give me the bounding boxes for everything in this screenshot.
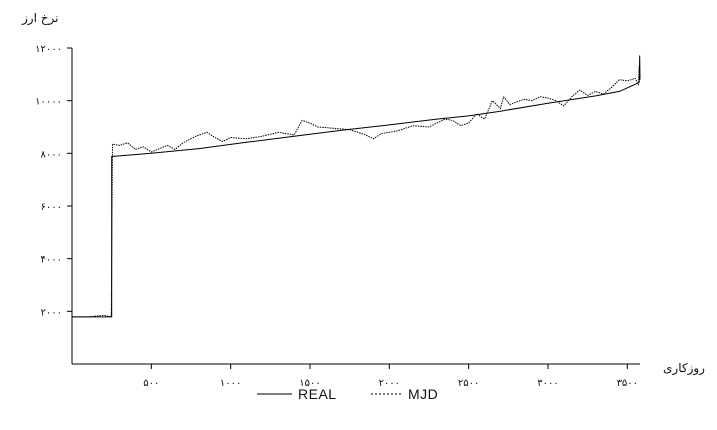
legend-label-mjd: MJD — [408, 386, 438, 402]
x-tick-label: ۳۰۰۰ — [537, 378, 558, 389]
y-tick-label: ۴۰۰۰ — [41, 255, 62, 266]
legend: REAL MJD — [257, 386, 438, 402]
y-axis-title: نرخ ارز — [21, 11, 58, 26]
legend-label-real: REAL — [298, 386, 337, 402]
x-axis-ticks: ۵۰۰ ۱۰۰۰ ۱۵۰۰ ۲۰۰۰ ۲۵۰۰ ۳۰۰۰ ۳۵۰۰ — [143, 364, 638, 389]
series-layer — [72, 55, 641, 318]
x-tick-label: ۲۰۰۰ — [379, 378, 400, 389]
series-line-real — [72, 55, 641, 318]
x-tick-label: ۱۵۰۰ — [299, 378, 320, 389]
y-axis-ticks: ۲۰۰۰ ۴۰۰۰ ۶۰۰۰ ۸۰۰۰ ۱۰۰۰۰ ۱۲۰۰۰ — [35, 44, 72, 318]
y-tick-label: ۱۰۰۰۰ — [35, 97, 62, 108]
x-axis-title: روزکاری — [663, 361, 705, 376]
series-line-mjd — [72, 65, 641, 318]
y-tick-label: ۱۲۰۰۰ — [35, 44, 62, 55]
y-tick-label: ۶۰۰۰ — [41, 202, 62, 213]
y-tick-label: ۸۰۰۰ — [41, 149, 62, 160]
x-tick-label: ۱۰۰۰ — [220, 378, 241, 389]
x-tick-label: ۵۰۰ — [143, 378, 159, 389]
x-tick-label: ۳۵۰۰ — [617, 378, 638, 389]
x-tick-label: ۲۵۰۰ — [458, 378, 479, 389]
y-tick-label: ۲۰۰۰ — [41, 307, 62, 318]
